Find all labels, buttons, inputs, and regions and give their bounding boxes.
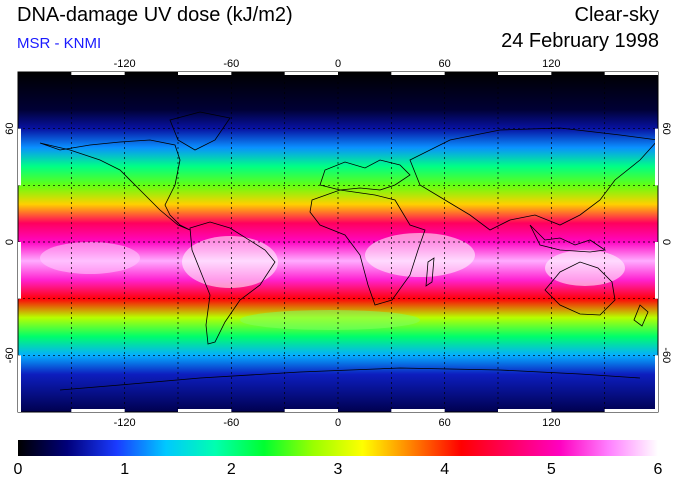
lat-labels-right: 60 0 -60 [660, 123, 672, 364]
map-title: DNA-damage UV dose (kJ/m2) [17, 4, 293, 26]
frame-tick-bars-bottom [71, 409, 658, 412]
coast-greenland [169, 111, 231, 151]
lat-label-right: -60 [660, 347, 672, 363]
colorbar-labels: 0 1 2 3 4 5 6 [14, 461, 663, 478]
lon-label-bottom: -120 [114, 417, 136, 429]
band-south-atlantic [240, 310, 420, 330]
coast-southeast-asia [529, 224, 607, 253]
lat-label-right: 0 [660, 239, 672, 245]
hotspot-south-america [182, 236, 278, 288]
lat-label-left: -60 [4, 347, 16, 363]
colorbar-label: 1 [120, 461, 129, 478]
lon-label-top: -120 [114, 58, 136, 70]
colorbar-label: 5 [547, 461, 556, 478]
colorbar-label: 6 [654, 461, 663, 478]
hotspot-pacific [40, 242, 140, 274]
lon-label-top: 60 [439, 58, 451, 70]
graticule [18, 72, 658, 412]
frame-tick-bars-sides [18, 128, 658, 412]
coast-new-zealand [633, 304, 649, 327]
map-date: 24 February 1998 [501, 30, 659, 52]
lon-label-bottom: 60 [439, 417, 451, 429]
lon-label-bottom: 0 [335, 417, 341, 429]
coast-north-america [39, 139, 191, 231]
lon-label-top: 120 [542, 58, 560, 70]
coastlines [39, 111, 658, 391]
colorbar-label: 0 [14, 461, 23, 478]
coast-africa [309, 189, 426, 306]
hotspot-southern-africa [365, 233, 475, 277]
lat-label-right: 60 [660, 123, 672, 135]
coast-antarctica [59, 367, 641, 391]
map-source: MSR - KNMI [17, 35, 102, 52]
lat-label-left: 0 [4, 239, 16, 245]
lon-label-top: 0 [335, 58, 341, 70]
lon-label-top: -60 [223, 58, 239, 70]
coast-south-america [189, 221, 276, 345]
coast-australia [544, 261, 616, 316]
lat-labels-left: 60 0 -60 [4, 123, 16, 364]
frame-tick-bars-top [71, 72, 658, 75]
lon-label-bottom: -60 [223, 417, 239, 429]
hotspot-australia [545, 250, 625, 286]
map-frame [17, 71, 659, 413]
coast-madagascar [425, 257, 435, 287]
lon-label-bottom: 120 [542, 417, 560, 429]
colorbar-label: 3 [334, 461, 343, 478]
sky-condition: Clear-sky [574, 4, 659, 26]
lon-labels-top: -120 -60 0 60 120 [114, 58, 561, 70]
lat-label-left: 60 [4, 123, 16, 135]
colorbar-label: 4 [440, 461, 449, 478]
colorbar-label: 2 [227, 461, 236, 478]
colorbar [18, 440, 658, 456]
coast-europe [319, 159, 411, 191]
lon-labels-bottom: -120 -60 0 60 120 [114, 417, 561, 429]
